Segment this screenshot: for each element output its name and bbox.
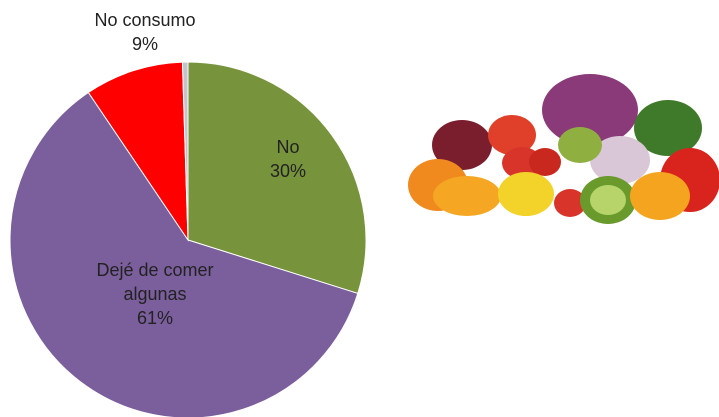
pie-slice	[187, 61, 367, 295]
slice-category: No	[276, 137, 300, 157]
slice-category: Dejé de comer algunas	[96, 260, 214, 304]
slice-value-label: 30%	[269, 161, 307, 181]
slice-value-label: 9%	[131, 34, 158, 54]
pie-slice	[9, 91, 359, 417]
fruit-illustration	[408, 74, 719, 224]
slice-value-label: 61%	[136, 308, 174, 328]
pie-slice	[181, 61, 189, 241]
pie-slice	[87, 61, 189, 242]
slice-category: No consumo	[94, 10, 196, 30]
